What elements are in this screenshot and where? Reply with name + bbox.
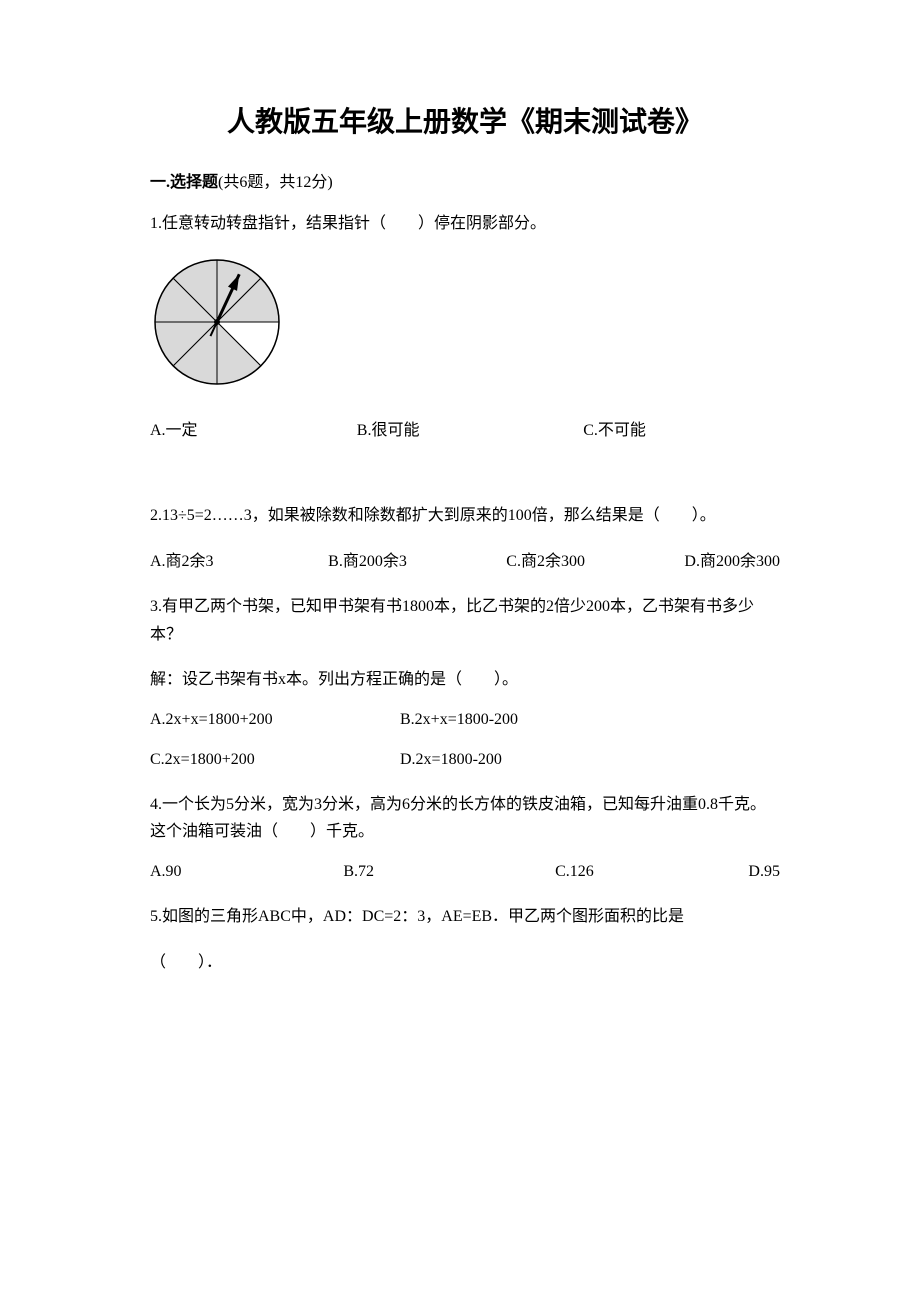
q1-opt-a: A.一定 <box>150 416 347 440</box>
q2-opt-c: C.商2余300 <box>506 547 674 571</box>
q3-options-row1: A.2x+x=1800+200 B.2x+x=1800-200 <box>150 711 780 729</box>
q3-opt-c: C.2x=1800+200 <box>150 751 390 769</box>
q4-opt-a: A.90 <box>150 863 333 881</box>
q3-line2: 解：设乙书架有书x本。列出方程正确的是（ ）。 <box>150 666 780 693</box>
q3-opt-d: D.2x=1800-200 <box>400 751 600 769</box>
q2-opt-d: D.商200余300 <box>684 547 780 571</box>
q5-line2: （ ）． <box>150 949 780 976</box>
q2-text: 2.13÷5=2……3，如果被除数和除数都扩大到原来的100倍，那么结果是（ ）… <box>150 502 780 529</box>
spacer <box>150 462 780 502</box>
q3-line1: 3.有甲乙两个书架，已知甲书架有书1800本，比乙书架的2倍少200本，乙书架有… <box>150 593 780 647</box>
q4-opt-b: B.72 <box>343 863 545 881</box>
spinner-figure <box>150 255 780 394</box>
doc-title: 人教版五年级上册数学《期末测试卷》 <box>150 100 780 140</box>
q2-options: A.商2余3 B.商200余3 C.商2余300 D.商200余300 <box>150 547 780 571</box>
q1-text: 1.任意转动转盘指针，结果指针（ ）停在阴影部分。 <box>150 210 780 237</box>
q3-options-row2: C.2x=1800+200 D.2x=1800-200 <box>150 751 780 769</box>
q2-opt-a: A.商2余3 <box>150 547 318 571</box>
spinner-svg <box>150 255 284 389</box>
page: 人教版五年级上册数学《期末测试卷》 一.选择题(共6题，共12分) 1.任意转动… <box>0 0 920 1302</box>
q2-opt-b: B.商200余3 <box>328 547 496 571</box>
section-1-label: 一.选择题 <box>150 174 218 191</box>
q1-options: A.一定 B.很可能 C.不可能 <box>150 416 780 440</box>
q3-opt-a: A.2x+x=1800+200 <box>150 711 390 729</box>
q4-text: 4.一个长为5分米，宽为3分米，高为6分米的长方体的铁皮油箱，已知每升油重0.8… <box>150 791 780 845</box>
q4-opt-d: D.95 <box>748 863 780 881</box>
q4-options: A.90 B.72 C.126 D.95 <box>150 863 780 881</box>
q1-opt-c: C.不可能 <box>583 416 780 440</box>
section-1-meta: (共6题，共12分) <box>218 174 333 191</box>
q5-line1: 5.如图的三角形ABC中，AD：DC=2：3，AE=EB．甲乙两个图形面积的比是 <box>150 903 780 930</box>
q4-opt-c: C.126 <box>555 863 738 881</box>
q3-opt-b: B.2x+x=1800-200 <box>400 711 600 729</box>
q1-opt-b: B.很可能 <box>357 416 573 440</box>
section-1-header: 一.选择题(共6题，共12分) <box>150 168 780 192</box>
